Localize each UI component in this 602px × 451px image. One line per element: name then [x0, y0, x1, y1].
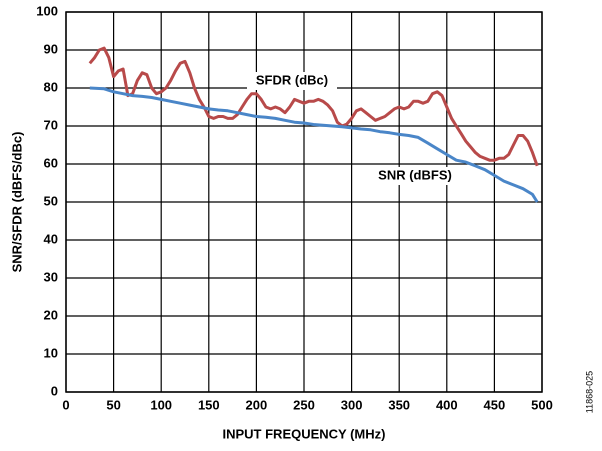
y-tick-label: 70 [44, 117, 58, 132]
annotation: SFDR (dBc) [256, 72, 328, 87]
y-tick-label: 30 [44, 269, 58, 284]
x-tick-label: 500 [531, 397, 553, 412]
y-tick-label: 90 [44, 41, 58, 56]
x-tick-label: 300 [341, 397, 363, 412]
annotation-bg [247, 72, 337, 90]
annotation-bg [370, 167, 460, 185]
y-tick-label: 20 [44, 307, 58, 322]
plot-frame [65, 11, 543, 393]
y-tick-label: 0 [51, 383, 58, 398]
y-axis-label: SNR/SFDR (dBFS/dBc) [9, 132, 24, 273]
x-tick-label: 450 [484, 397, 506, 412]
series-line [88, 46, 539, 167]
annotation: SNR (dBFS) [378, 167, 452, 182]
x-tick-label: 400 [436, 397, 458, 412]
y-tick-label: 40 [44, 231, 58, 246]
x-tick-label: 200 [246, 397, 268, 412]
x-tick-label: 50 [106, 397, 120, 412]
y-tick-label: 100 [36, 3, 58, 18]
series-line [89, 86, 539, 203]
x-tick-label: 150 [198, 397, 220, 412]
x-tick-label: 0 [62, 397, 69, 412]
figure-id: 11868-025 [584, 371, 594, 413]
y-tick-label: 10 [44, 345, 58, 360]
y-tick-label: 60 [44, 155, 58, 170]
x-tick-label: 250 [293, 397, 315, 412]
y-tick-label: 50 [44, 193, 58, 208]
x-tick-label: 100 [150, 397, 172, 412]
x-axis-label: INPUT FREQUENCY (MHz) [223, 426, 386, 441]
y-tick-label: 80 [44, 79, 58, 94]
x-tick-label: 350 [388, 397, 410, 412]
